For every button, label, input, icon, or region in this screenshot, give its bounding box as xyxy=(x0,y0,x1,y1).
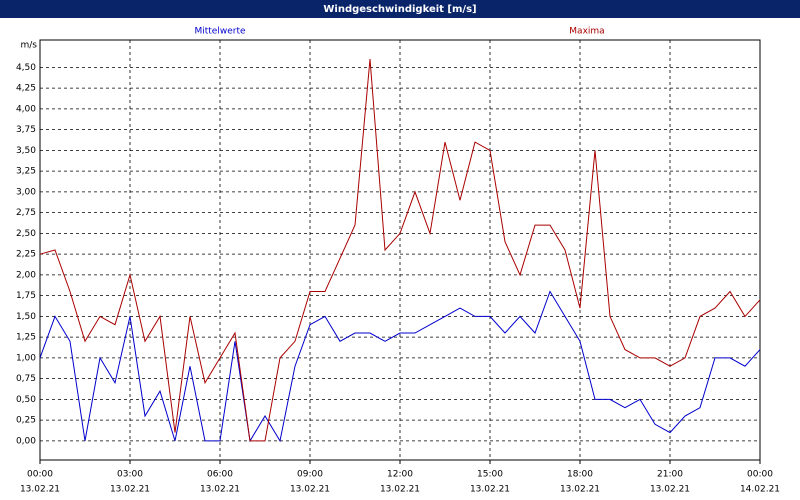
x-tick-date: 13.02.21 xyxy=(470,485,510,495)
x-tick-label: 00:00 xyxy=(747,470,773,480)
x-tick-label: 21:00 xyxy=(657,470,683,480)
y-tick-label: 1,25 xyxy=(16,333,36,343)
x-tick-label: 09:00 xyxy=(297,470,323,480)
y-tick-label: 4,25 xyxy=(16,84,36,94)
y-axis-label: m/s xyxy=(21,41,38,51)
x-tick-label: 18:00 xyxy=(567,470,593,480)
y-tick-label: 0,25 xyxy=(16,416,36,426)
x-tick-date: 13.02.21 xyxy=(20,485,60,495)
x-tick-date: 13.02.21 xyxy=(110,485,150,495)
y-tick-label: 3,25 xyxy=(16,167,36,177)
title-bar xyxy=(0,0,800,18)
y-tick-label: 1,50 xyxy=(16,312,36,322)
x-tick-date: 14.02.21 xyxy=(740,485,780,495)
y-tick-label: 1,00 xyxy=(16,353,36,363)
x-tick-date: 13.02.21 xyxy=(200,485,240,495)
y-tick-label: 0,50 xyxy=(16,395,36,405)
y-tick-label: 3,75 xyxy=(16,125,36,135)
data-line xyxy=(39,59,761,442)
y-tick-label: 2,00 xyxy=(16,270,36,280)
y-tick-label: 3,00 xyxy=(16,187,36,197)
x-tick-date: 13.02.21 xyxy=(650,485,690,495)
y-tick-label: 1,75 xyxy=(16,291,36,301)
x-tick-date: 13.02.21 xyxy=(290,485,330,495)
chart-title: Windgeschwindigkeit [m/s] xyxy=(323,4,476,15)
y-tick-label: 2,25 xyxy=(16,250,36,260)
legend-entry: Mittelwerte xyxy=(194,27,245,37)
y-tick-label: 0,00 xyxy=(16,436,36,446)
y-tick-label: 2,50 xyxy=(16,229,36,239)
y-tick-label: 4,50 xyxy=(16,63,36,73)
legend-entry: Maxima xyxy=(569,27,604,37)
x-tick-date: 13.02.21 xyxy=(560,485,600,495)
y-tick-label: 2,75 xyxy=(16,208,36,218)
x-tick-label: 00:00 xyxy=(27,470,53,480)
x-tick-date: 13.02.21 xyxy=(380,485,420,495)
x-tick-label: 06:00 xyxy=(207,470,233,480)
y-tick-label: 0,75 xyxy=(16,374,36,384)
x-tick-label: 03:00 xyxy=(117,470,143,480)
data-line xyxy=(39,290,761,443)
x-tick-label: 15:00 xyxy=(477,470,503,480)
y-tick-label: 4,00 xyxy=(16,104,36,114)
x-tick-label: 12:00 xyxy=(387,470,413,480)
y-tick-label: 3,50 xyxy=(16,146,36,156)
